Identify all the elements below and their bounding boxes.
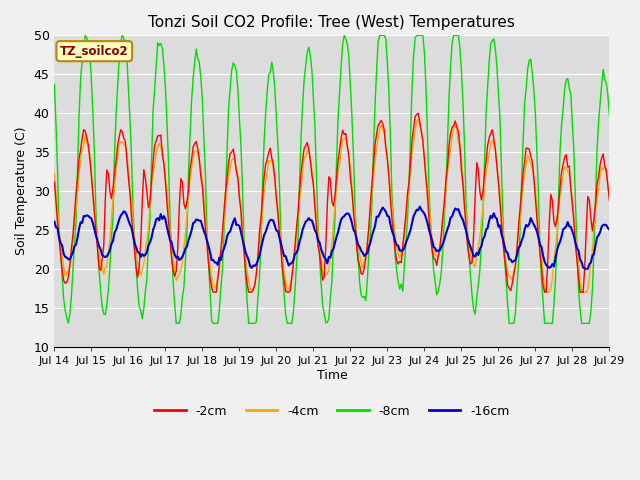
Y-axis label: Soil Temperature (C): Soil Temperature (C) — [15, 127, 28, 255]
X-axis label: Time: Time — [317, 369, 348, 382]
Legend: -2cm, -4cm, -8cm, -16cm: -2cm, -4cm, -8cm, -16cm — [149, 400, 515, 423]
Title: Tonzi Soil CO2 Profile: Tree (West) Temperatures: Tonzi Soil CO2 Profile: Tree (West) Temp… — [148, 15, 515, 30]
Text: TZ_soilco2: TZ_soilco2 — [60, 45, 129, 58]
